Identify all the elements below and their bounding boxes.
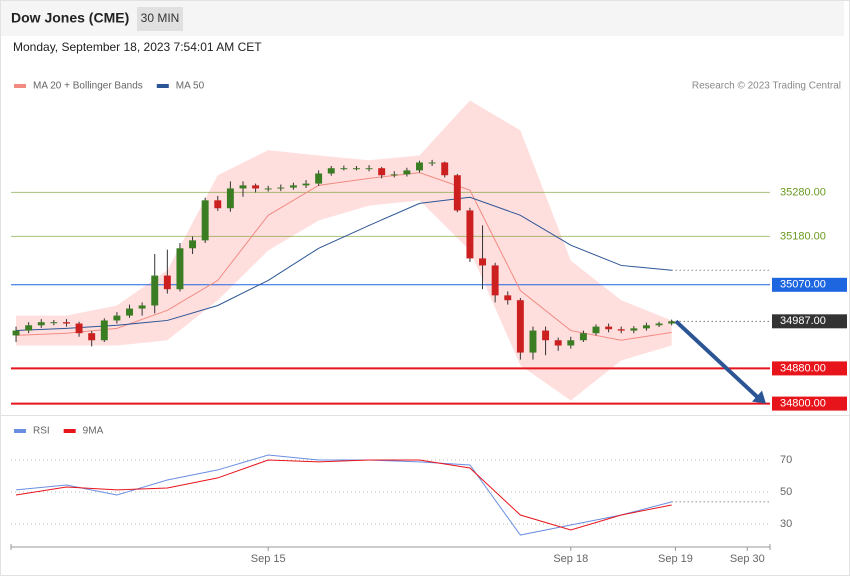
candle-body xyxy=(592,326,600,334)
x-tick-label: Sep 19 xyxy=(658,553,693,565)
candle-body xyxy=(277,187,285,189)
candle-body xyxy=(516,300,524,353)
level-label: 35180.00 xyxy=(780,230,826,242)
candle-body xyxy=(201,200,209,241)
legend-swatch xyxy=(63,429,76,433)
legend-swatch xyxy=(156,84,169,88)
candle-body xyxy=(88,333,96,341)
candle-body xyxy=(25,325,33,331)
candle-body xyxy=(428,162,436,164)
candle-body xyxy=(579,333,587,341)
candle-body xyxy=(605,326,613,330)
level-label: 35070.00 xyxy=(780,279,826,291)
candle-body xyxy=(264,188,272,190)
candle-body xyxy=(617,329,625,331)
candle-body xyxy=(504,295,512,301)
copyright: Research © 2023 Trading Central xyxy=(692,81,841,92)
level-label: 35280.00 xyxy=(780,186,826,198)
candle-body xyxy=(630,328,638,331)
candle-body xyxy=(378,168,386,176)
level-badge xyxy=(772,361,847,376)
level-label: 34800.00 xyxy=(780,398,826,410)
candle-body xyxy=(138,305,146,309)
forecast-arrowhead xyxy=(752,390,766,404)
legend-label: RSI xyxy=(33,426,50,437)
candle-body xyxy=(163,275,171,290)
candle-body xyxy=(239,185,247,189)
candle-body xyxy=(302,183,310,186)
candle-body xyxy=(542,330,550,341)
candle-body xyxy=(655,323,663,326)
last-price-label: 34987.00 xyxy=(780,315,826,327)
candle-body xyxy=(63,322,70,324)
candle-body xyxy=(441,162,449,176)
y-tick-label: 50 xyxy=(780,486,792,498)
legend-swatch xyxy=(14,84,26,88)
candle-body xyxy=(668,321,676,324)
candle-body xyxy=(529,330,537,353)
legend-swatch xyxy=(14,429,26,433)
legend-label: MA 20 + Bollinger Bands xyxy=(33,81,143,92)
candle-body xyxy=(226,188,234,209)
candle-body xyxy=(416,162,423,171)
candle-body xyxy=(340,168,348,170)
date: Monday, September 18, 2023 7:54:01 AM CE… xyxy=(13,40,262,54)
candle-body xyxy=(176,248,184,290)
candle-body xyxy=(554,340,562,346)
candle-body xyxy=(315,173,323,184)
candle-body xyxy=(75,323,83,334)
legend-label: MA 50 xyxy=(176,81,205,92)
candle-body xyxy=(189,240,197,249)
candle-body xyxy=(390,174,398,176)
candle-body xyxy=(352,168,360,170)
last-price-badge xyxy=(772,314,847,329)
candle-body xyxy=(491,265,499,296)
candle-body xyxy=(252,185,260,189)
x-tick-label: Sep 30 xyxy=(730,553,765,565)
rsi-line xyxy=(15,454,672,536)
candle-body xyxy=(403,170,411,175)
interval-button[interactable] xyxy=(137,7,183,31)
level-label: 34880.00 xyxy=(780,362,826,374)
ma-line xyxy=(16,172,672,341)
x-tick-label: Sep 18 xyxy=(553,553,588,565)
level-badge xyxy=(772,396,847,411)
y-tick-label: 70 xyxy=(780,454,792,466)
candle-body xyxy=(466,210,474,259)
candle-body xyxy=(327,168,335,174)
candle-body xyxy=(12,330,20,336)
rsi-line xyxy=(15,459,672,531)
y-tick-label: 30 xyxy=(780,518,792,530)
candle-body xyxy=(365,168,373,170)
interval-label[interactable]: 30 MIN xyxy=(141,11,180,25)
level-badge xyxy=(772,277,847,292)
candle-body xyxy=(567,340,575,346)
candle-body xyxy=(453,175,461,211)
candle-body xyxy=(151,275,159,306)
x-tick-label: Sep 15 xyxy=(251,553,286,565)
candle-body xyxy=(126,308,133,316)
legend-label: 9MA xyxy=(83,426,104,437)
candle-body xyxy=(479,258,487,266)
candle-body xyxy=(289,185,297,188)
candle-body xyxy=(214,200,222,209)
candle-body xyxy=(37,322,45,326)
forecast-arrow xyxy=(674,319,760,400)
title: Dow Jones (CME) xyxy=(11,10,129,26)
candle-body xyxy=(642,325,650,329)
ma-line xyxy=(16,196,672,332)
bollinger-band xyxy=(16,100,672,401)
candle-body xyxy=(50,322,58,324)
candle-body xyxy=(100,320,108,341)
candle-body xyxy=(113,315,121,321)
